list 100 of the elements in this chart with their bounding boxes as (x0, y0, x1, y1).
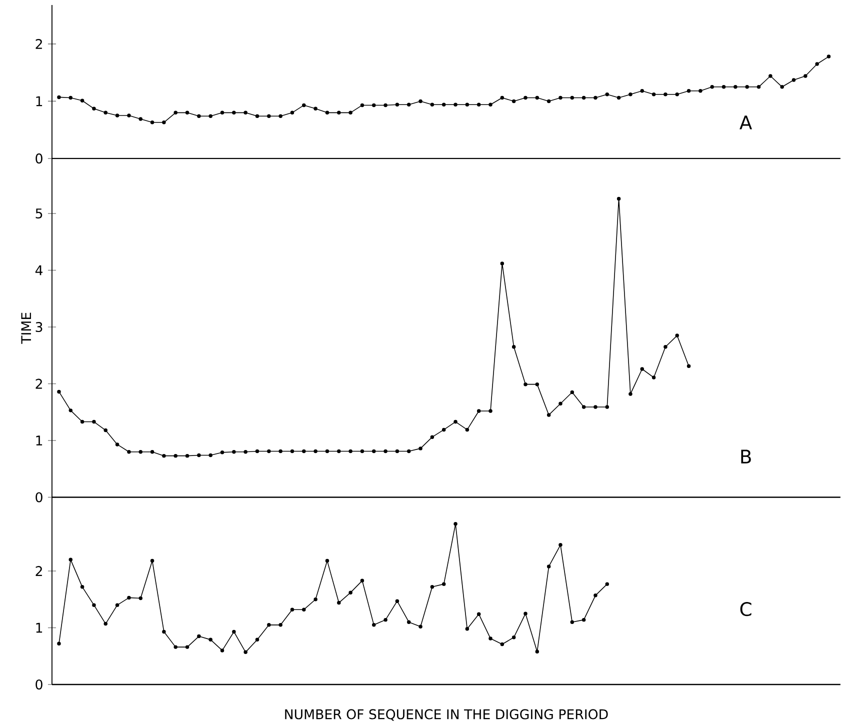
point (616, 196, 621, 200)
point (68, 408, 72, 412)
point (535, 382, 540, 386)
point (524, 611, 528, 616)
point (138, 596, 142, 600)
point (465, 428, 470, 432)
point (512, 344, 516, 349)
point (488, 636, 492, 640)
point (278, 449, 282, 453)
point (582, 618, 586, 622)
point (430, 584, 434, 589)
point (348, 449, 352, 453)
point (476, 612, 481, 616)
point (138, 450, 142, 454)
point (314, 597, 318, 602)
point (232, 450, 236, 454)
y-tick-label: 5 (36, 208, 42, 218)
point (605, 404, 610, 409)
point (384, 618, 388, 622)
y-tick-label: 1 (36, 96, 42, 106)
point (302, 608, 306, 612)
point (127, 450, 131, 454)
point (208, 453, 212, 457)
point (628, 392, 632, 396)
point (232, 630, 236, 634)
y-axis-title: TIME (21, 312, 31, 344)
y-tick-label: 2 (36, 378, 42, 388)
y-tick-label: 2 (36, 566, 42, 576)
point (290, 608, 294, 612)
point (162, 630, 166, 634)
point (290, 449, 294, 453)
point (442, 428, 446, 432)
point (104, 622, 108, 626)
point (524, 382, 528, 386)
point (150, 450, 154, 454)
point (92, 602, 96, 607)
point (337, 600, 341, 604)
point (558, 402, 562, 406)
point (360, 578, 364, 582)
point (244, 650, 248, 654)
point (220, 648, 224, 652)
point (406, 620, 411, 624)
point (244, 450, 248, 454)
point (454, 522, 458, 526)
point (115, 602, 120, 607)
point (185, 454, 190, 458)
point (546, 412, 551, 417)
point (488, 408, 492, 413)
point (267, 449, 271, 453)
point (348, 590, 352, 594)
point (150, 558, 154, 562)
point (686, 364, 691, 368)
point (127, 596, 131, 600)
point (372, 449, 376, 453)
point (535, 649, 540, 654)
point (664, 344, 668, 349)
point (395, 449, 400, 453)
point (558, 542, 562, 547)
point (442, 582, 446, 586)
point (68, 558, 72, 562)
point (372, 622, 376, 627)
point (267, 622, 271, 627)
annotation: B (741, 450, 751, 464)
point (407, 449, 411, 453)
point (174, 644, 178, 649)
point (594, 593, 598, 598)
y-tick-label: 4 (35, 265, 43, 275)
point (92, 420, 96, 424)
point (546, 564, 551, 568)
point (80, 420, 84, 424)
point (476, 408, 481, 413)
point (325, 558, 330, 562)
point (418, 624, 422, 628)
point (430, 435, 434, 439)
point (220, 450, 224, 454)
point (57, 642, 61, 646)
point (337, 449, 341, 453)
point (360, 449, 364, 453)
y-tick-label: 1 (36, 622, 42, 632)
point (314, 449, 318, 453)
point (162, 454, 166, 458)
point (80, 584, 84, 589)
point (104, 428, 108, 432)
point (197, 634, 201, 638)
y-tick-label: 1 (36, 435, 42, 446)
point (570, 390, 574, 394)
point (454, 420, 458, 424)
point (500, 261, 504, 266)
point (582, 404, 586, 409)
point (57, 390, 61, 394)
y-tick-label: 2 (36, 38, 42, 49)
point (255, 638, 260, 642)
point (500, 642, 504, 646)
point (594, 404, 598, 409)
point (418, 446, 422, 450)
y-tick-label: 0 (36, 153, 42, 164)
point (652, 375, 656, 380)
point (570, 620, 574, 624)
point (255, 449, 260, 453)
point (605, 582, 610, 586)
